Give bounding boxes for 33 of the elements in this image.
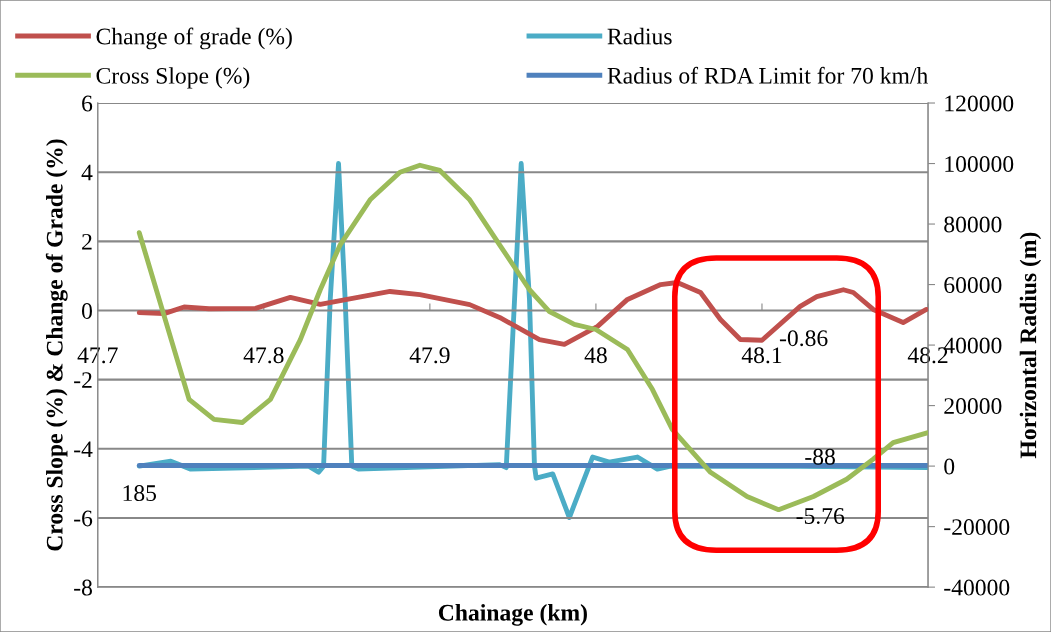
annotation: 185 — [123, 485, 157, 502]
y2-axis-title: Horizontal Radius (m) — [1019, 232, 1042, 459]
y-tick-label: 0 — [81, 302, 92, 319]
legend-label: Cross Slope (%) — [96, 67, 250, 89]
y2-tick-label: 100000 — [945, 156, 1014, 172]
y2-tick-label: 120000 — [945, 95, 1014, 112]
y-tick-label: -6 — [74, 510, 93, 527]
y-tick-label: -4 — [74, 441, 93, 457]
y-axis-title: Cross Slope (%) & Change of Grade (%) — [45, 139, 68, 551]
y-tick-label: 2 — [82, 233, 92, 250]
annotation: -88 — [805, 448, 835, 465]
y2-tick-label: 80000 — [944, 216, 1002, 233]
line-series — [136, 280, 929, 347]
y2-tick-label: -40000 — [944, 579, 1010, 596]
y2-tick-label: -20000 — [944, 519, 1010, 536]
y-tick-label: 6 — [82, 95, 93, 112]
annotation: -0.86 — [779, 330, 828, 347]
x-tick-label: 48 — [584, 347, 607, 364]
y2-tick-label: 20000 — [944, 398, 1002, 415]
legend-label: Radius of RDA Limit for 70 km/h — [607, 66, 928, 84]
y-tick-label: 4 — [81, 164, 93, 181]
y2-tick-label: 60000 — [944, 277, 1002, 293]
x-tick-label: 47.9 — [409, 347, 450, 364]
x-tick-label: 48.1 — [741, 347, 782, 364]
y2-tick-label: 0 — [944, 458, 955, 475]
y-tick-label: -2 — [74, 372, 92, 388]
x-tick-label: 47.8 — [243, 347, 284, 364]
legend-label: Radius — [607, 27, 672, 45]
legend-label: Change of grade (%) — [96, 27, 292, 50]
x-axis-title: Chainage (km) — [438, 604, 587, 626]
annotation: -5.76 — [796, 508, 845, 525]
x-tick-label: 47.7 — [77, 347, 118, 364]
y-tick-label: -8 — [74, 579, 92, 596]
